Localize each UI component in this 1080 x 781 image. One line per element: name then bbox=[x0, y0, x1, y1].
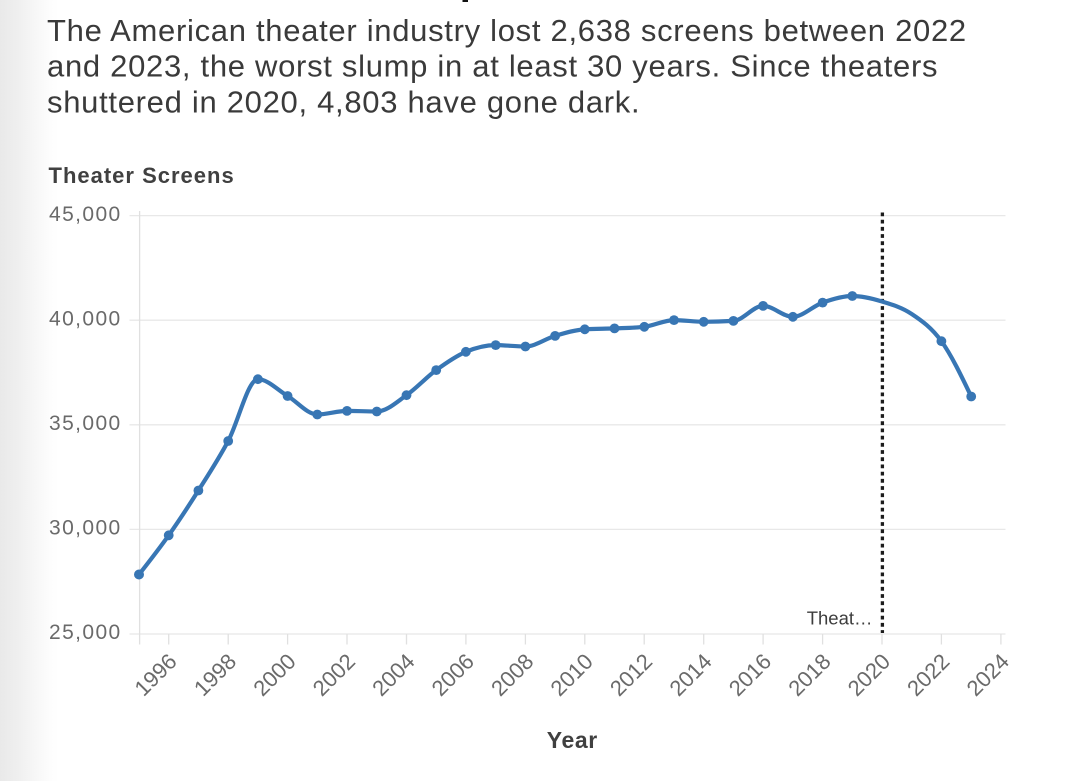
svg-text:Year: Year bbox=[547, 727, 598, 753]
svg-text:45,000: 45,000 bbox=[49, 203, 122, 226]
svg-text:40,000: 40,000 bbox=[49, 307, 122, 330]
svg-text:The American theater industry: The American theater industry lost 2,638… bbox=[47, 13, 967, 48]
svg-text:25,000: 25,000 bbox=[49, 621, 122, 644]
svg-text:Theat…: Theat… bbox=[807, 608, 873, 629]
svg-text:30,000: 30,000 bbox=[49, 517, 122, 540]
svg-text:and 2023, the worst slump in a: and 2023, the worst slump in at least 30… bbox=[47, 49, 938, 84]
svg-text:35,000: 35,000 bbox=[49, 412, 122, 435]
svg-text:Theater Screens: Theater Screens bbox=[49, 163, 235, 188]
svg-text:shuttered in 2020, 4,803 have: shuttered in 2020, 4,803 have gone dark. bbox=[47, 84, 640, 119]
